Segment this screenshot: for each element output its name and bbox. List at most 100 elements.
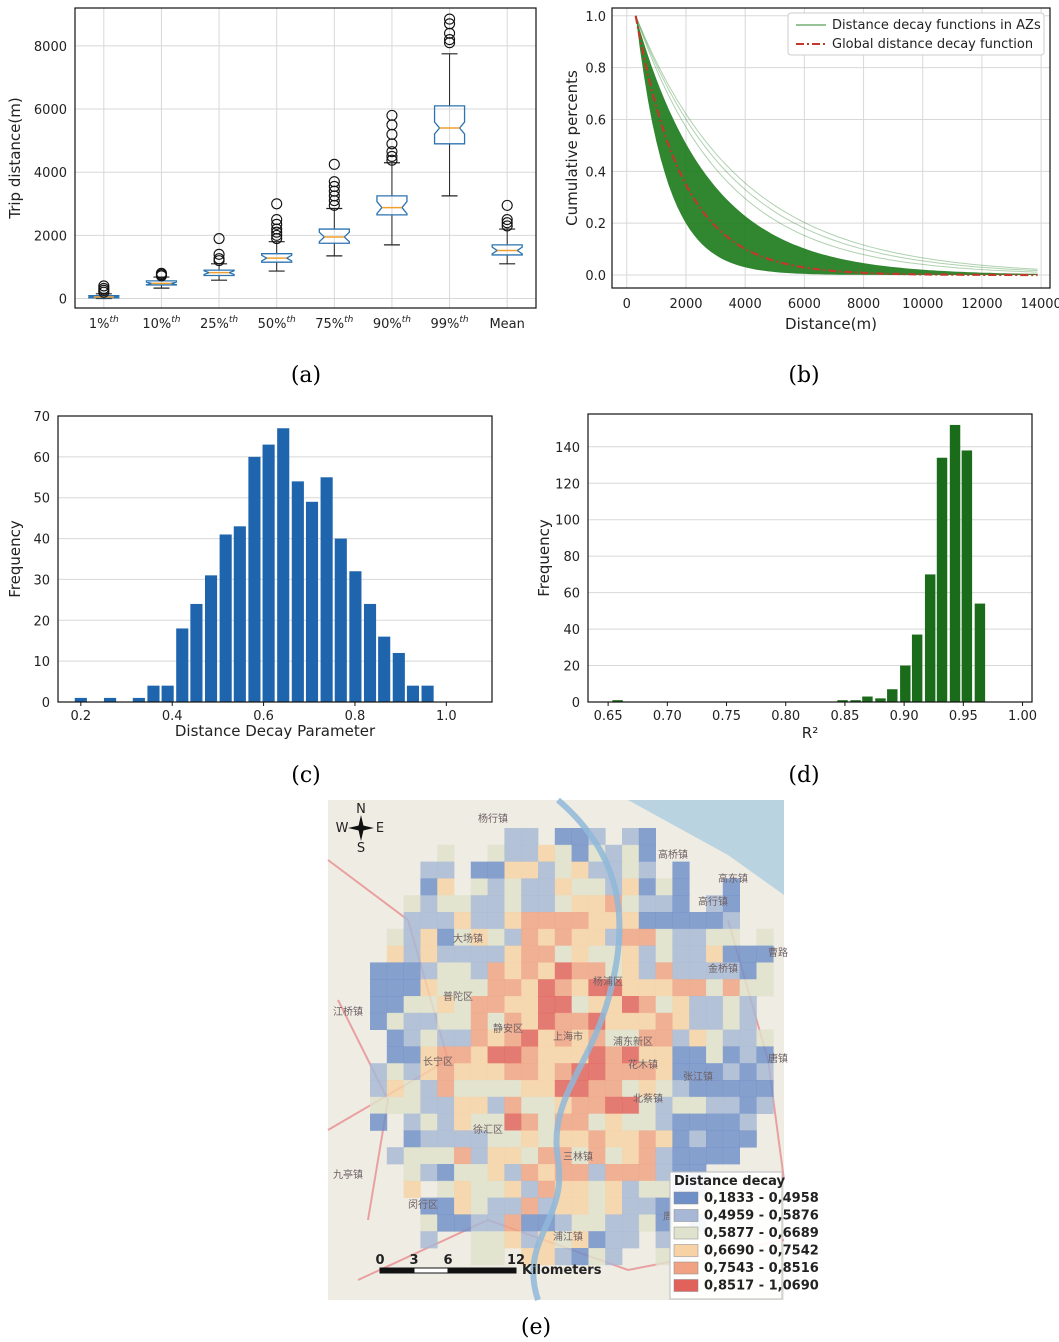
x-tick-label-main: 50% xyxy=(258,317,287,332)
map-cell xyxy=(554,962,572,980)
x-tick-label: 6000 xyxy=(788,297,821,312)
map-cell xyxy=(420,1063,438,1081)
map-cell xyxy=(655,1130,673,1148)
map-cell xyxy=(437,1197,455,1215)
map-cell xyxy=(571,1080,589,1098)
histogram-bar xyxy=(612,700,623,702)
map-cell xyxy=(605,1130,623,1148)
map-cell xyxy=(655,1080,673,1098)
x-tick-label: 99%th xyxy=(430,315,468,332)
legend-label-decay: Distance decay functions in AZs xyxy=(832,18,1041,33)
histogram-bar xyxy=(850,700,861,702)
map-cell xyxy=(504,1080,522,1098)
map-cell xyxy=(521,1063,539,1081)
map-cell xyxy=(403,979,421,997)
map-place-label: 曹路 xyxy=(768,946,788,959)
map-cell xyxy=(638,828,656,846)
map-cell xyxy=(638,1029,656,1047)
y-tick-label: 0 xyxy=(572,696,580,711)
map-cell xyxy=(538,979,556,997)
decay-function-line xyxy=(635,15,1038,273)
map-cell xyxy=(672,1012,690,1030)
map-cell xyxy=(454,1130,472,1148)
map-cell xyxy=(655,1248,673,1266)
map-cell xyxy=(605,1063,623,1081)
x-tick-label: 1.0 xyxy=(436,709,457,724)
compass-n: N xyxy=(356,802,366,817)
map-cell xyxy=(538,844,556,862)
map-cell xyxy=(504,912,522,930)
box-outlier xyxy=(444,18,456,30)
map-cell xyxy=(487,996,505,1014)
map-cell xyxy=(470,1164,488,1182)
map-cell xyxy=(722,1080,740,1098)
x-tick-label: 0 xyxy=(623,297,631,312)
x-tick-label: 2000 xyxy=(669,297,702,312)
map-cell xyxy=(538,1180,556,1198)
compass-w: W xyxy=(336,821,349,836)
map-cell xyxy=(521,1096,539,1114)
map-cell xyxy=(504,996,522,1014)
box-body xyxy=(318,228,350,244)
histogram-bar xyxy=(949,424,961,702)
map-cell xyxy=(622,1012,640,1030)
map-cell xyxy=(437,1180,455,1198)
map-cell xyxy=(521,962,539,980)
map-cell xyxy=(689,1063,707,1081)
map-cell xyxy=(622,1214,640,1232)
map-cell xyxy=(722,945,740,963)
map-cell xyxy=(437,1029,455,1047)
map-legend-label: 0,4959 - 0,5876 xyxy=(704,1209,819,1224)
map-cell xyxy=(655,1164,673,1182)
y-tick-label: 80 xyxy=(563,550,580,565)
map-cell xyxy=(504,878,522,896)
map-cell xyxy=(386,1046,404,1064)
map-cell xyxy=(521,895,539,913)
map-cell xyxy=(739,945,757,963)
map-place-label: 浦东新区 xyxy=(613,1035,653,1048)
map-cell xyxy=(655,1113,673,1131)
map-cell xyxy=(504,962,522,980)
histogram-bar xyxy=(291,481,304,702)
map-cell xyxy=(739,1130,757,1148)
plot-frame xyxy=(587,413,1033,703)
map-cell xyxy=(756,1096,774,1114)
map-cell xyxy=(722,1063,740,1081)
y-tick-label: 0 xyxy=(59,293,67,308)
map-cell xyxy=(655,1180,673,1198)
box-outlier xyxy=(271,198,283,210)
box-outlier xyxy=(213,248,225,260)
map-cell xyxy=(689,996,707,1014)
map-cell xyxy=(437,844,455,862)
map-cell xyxy=(739,996,757,1014)
map-cell xyxy=(487,1063,505,1081)
map-cell xyxy=(655,1096,673,1114)
map-place-label: 徐汇区 xyxy=(473,1123,503,1136)
map-cell xyxy=(672,912,690,930)
histogram-bar xyxy=(974,603,986,702)
box-outlier xyxy=(271,226,283,238)
y-axis-label: Cumulative percents xyxy=(563,70,581,226)
x-tick-label: 0.4 xyxy=(162,709,183,724)
x-tick-label-superscript: th xyxy=(287,315,297,325)
map-cell xyxy=(386,962,404,980)
map-cell xyxy=(521,828,539,846)
x-tick-label-main: 75% xyxy=(315,317,344,332)
map-cell xyxy=(521,1029,539,1047)
map-cell xyxy=(622,1164,640,1182)
map-cell xyxy=(521,912,539,930)
map-cell xyxy=(454,1214,472,1232)
scale-bar-label: 12 xyxy=(507,1253,525,1268)
x-tick-label: 14000 xyxy=(1020,297,1059,312)
map-cell xyxy=(622,912,640,930)
map-cell xyxy=(487,878,505,896)
y-tick-label: 30 xyxy=(33,573,50,588)
map-cell xyxy=(706,996,724,1014)
map-cell xyxy=(722,996,740,1014)
map-cell xyxy=(487,1248,505,1266)
map-cell xyxy=(672,1113,690,1131)
map-cell xyxy=(571,1164,589,1182)
scale-bar-label: 6 xyxy=(443,1253,452,1268)
map-cell xyxy=(437,1214,455,1232)
map-cell xyxy=(739,1080,757,1098)
